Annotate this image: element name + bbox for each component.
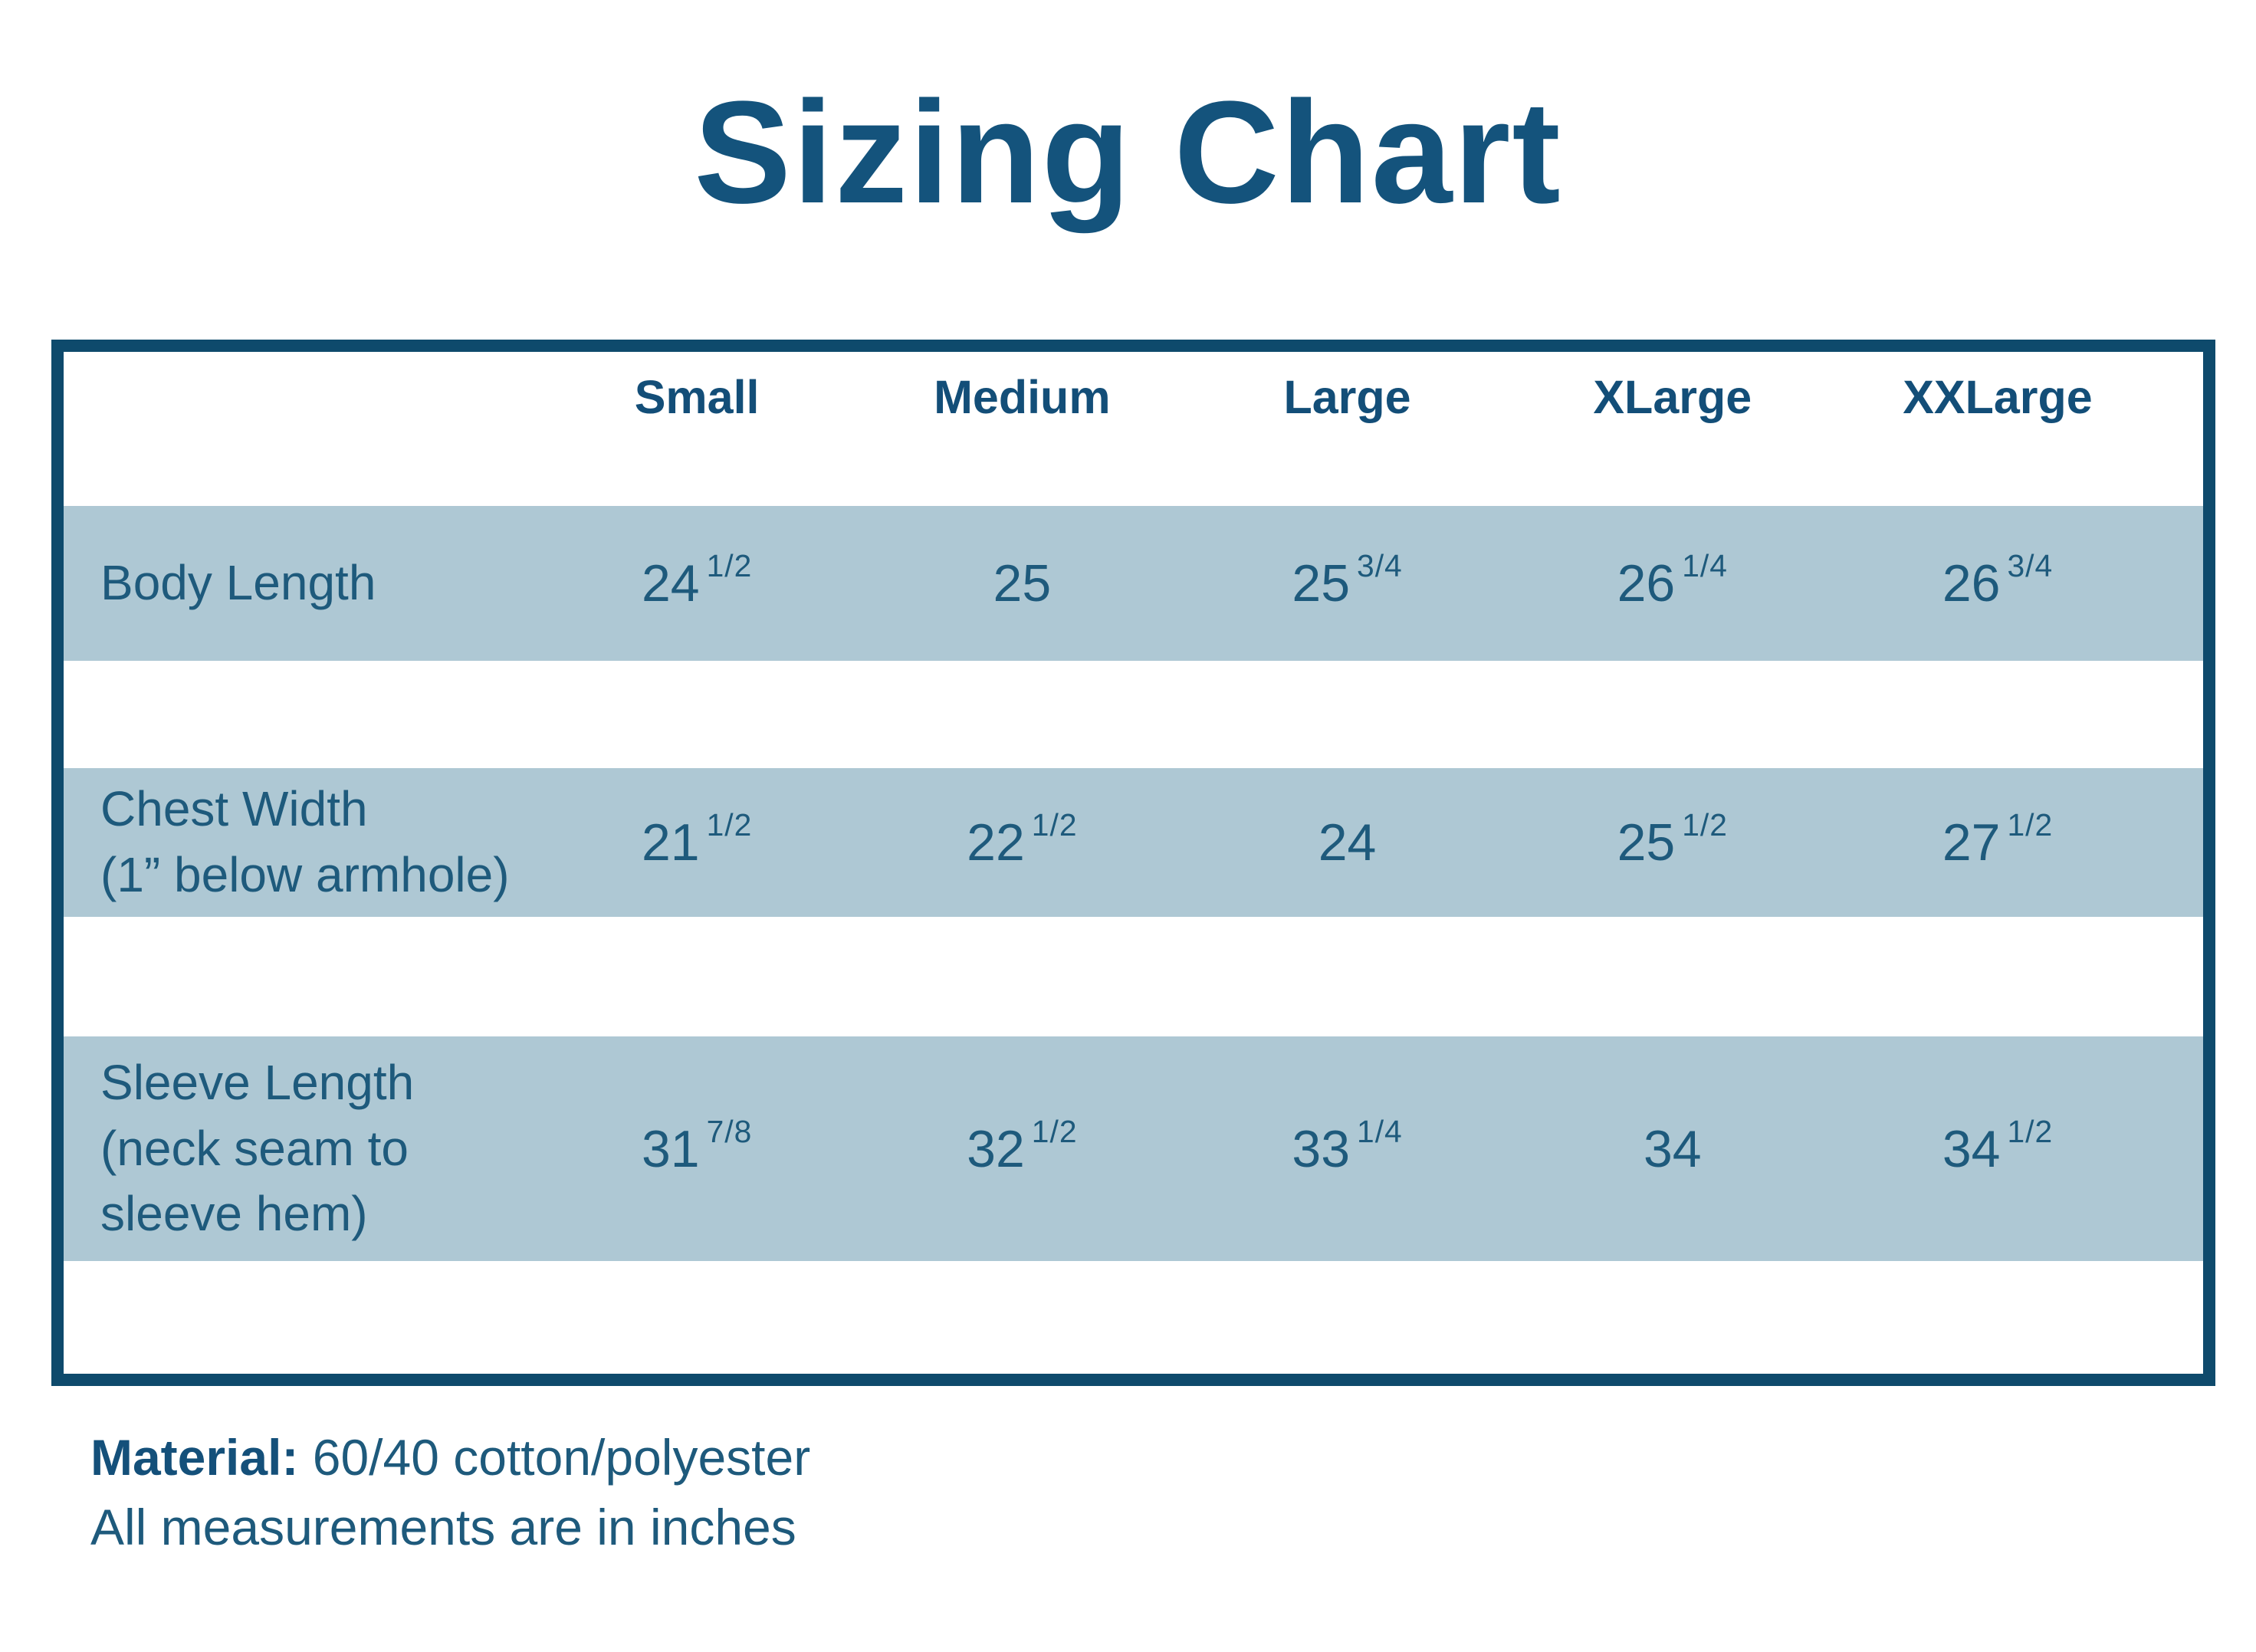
value-cell: 26 3/4 xyxy=(1942,548,2054,613)
value-cell: 34 xyxy=(1643,1119,1702,1178)
material-label: Material: xyxy=(90,1429,299,1486)
row-spacer xyxy=(64,1261,2203,1374)
fraction: 1/2 xyxy=(1031,1113,1078,1149)
fraction: 7/8 xyxy=(706,1113,753,1149)
fraction: 1/2 xyxy=(1682,807,1728,843)
value-cell: 25 xyxy=(993,554,1052,613)
value-cell: 22 1/2 xyxy=(967,807,1078,872)
row-label: Sleeve Length (neck seam to sleeve hem) xyxy=(100,1054,415,1242)
value-cell: 34 1/2 xyxy=(1942,1113,2054,1178)
table-row-chest-width: Chest Width (1” below armhole) 21 1/2 22 1… xyxy=(64,768,2203,917)
material-note: Material: 60/40 cotton/polyester xyxy=(90,1423,810,1493)
column-header-large: Large xyxy=(1283,371,1411,423)
value-cell: 32 1/2 xyxy=(967,1113,1078,1178)
table-row-body-length: Body Length 24 1/2 25 25 3/4 26 1/4 26 3/4 xyxy=(64,506,2203,661)
value-cell: 26 1/4 xyxy=(1617,548,1728,613)
row-label: Chest Width (1” below armhole) xyxy=(100,781,510,902)
value-cell: 25 1/2 xyxy=(1617,807,1728,872)
page-title: Sizing Chart xyxy=(694,71,1562,234)
column-header-medium: Medium xyxy=(934,371,1111,423)
row-spacer xyxy=(64,917,2203,1036)
column-header-xlarge: XLarge xyxy=(1593,371,1752,423)
value-cell: 24 1/2 xyxy=(641,548,753,613)
header-label-spacer xyxy=(64,352,534,506)
column-header-small: Small xyxy=(634,371,760,423)
table-header-row: Small Medium Large XLarge XXLarge xyxy=(64,352,2203,506)
value-cell: 33 1/4 xyxy=(1292,1113,1403,1178)
units-note: All measurements are in inches xyxy=(90,1499,796,1556)
fraction: 3/4 xyxy=(2007,548,2054,584)
footer-notes: Material: 60/40 cotton/polyester All mea… xyxy=(90,1423,810,1562)
fraction: 1/2 xyxy=(2007,807,2054,843)
value-cell: 24 xyxy=(1318,813,1377,872)
fraction: 1/2 xyxy=(1031,807,1078,843)
value-cell: 31 7/8 xyxy=(641,1113,753,1178)
column-header-xxlarge: XXLarge xyxy=(1903,371,2093,423)
fraction: 1/4 xyxy=(1682,548,1728,584)
material-value: 60/40 cotton/polyester xyxy=(298,1429,811,1486)
value-cell: 21 1/2 xyxy=(641,807,753,872)
sizing-table: Small Medium Large XLarge XXLarge Body L… xyxy=(51,340,2215,1386)
table-row-sleeve-length: Sleeve Length (neck seam to sleeve hem) … xyxy=(64,1036,2203,1261)
fraction: 1/2 xyxy=(706,807,753,843)
fraction: 1/2 xyxy=(706,548,753,584)
fraction: 3/4 xyxy=(1357,548,1403,584)
row-label: Body Length xyxy=(100,555,376,611)
fraction: 1/4 xyxy=(1357,1113,1403,1149)
row-spacer xyxy=(64,661,2203,768)
value-cell: 25 3/4 xyxy=(1292,548,1403,613)
fraction: 1/2 xyxy=(2007,1113,2054,1149)
value-cell: 27 1/2 xyxy=(1942,807,2054,872)
